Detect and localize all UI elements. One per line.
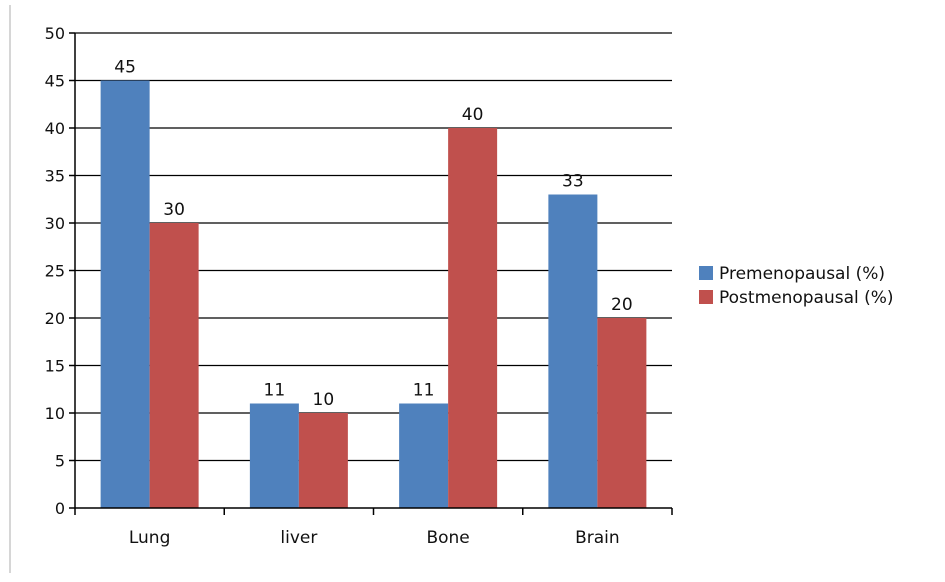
x-category-label: liver — [280, 528, 317, 548]
labels: 0 5 10 15 20 25 30 35 40 45 50 45 30 Lung 11 10 liver 11 4… — [45, 24, 633, 548]
bar-liver-series-1 — [249, 403, 299, 508]
x-category-label: Lung — [129, 528, 171, 548]
bar-bone-series-2 — [448, 128, 498, 508]
y-tick-label: 10 — [45, 404, 65, 423]
y-tick-label: 20 — [45, 309, 65, 328]
data-label: 33 — [562, 172, 584, 192]
y-tick-label: 15 — [45, 357, 65, 376]
bar-bone-series-1 — [399, 403, 449, 508]
y-tick-label: 0 — [55, 499, 65, 518]
y-tick-label: 45 — [45, 72, 65, 91]
data-label: 11 — [413, 381, 435, 401]
legend-swatch-1 — [699, 266, 713, 280]
y-tick-label: 40 — [45, 119, 65, 138]
y-tick-label: 5 — [55, 452, 65, 471]
axes — [69, 32, 673, 515]
y-tick-label: 25 — [45, 262, 65, 281]
x-category-label: Bone — [426, 528, 469, 548]
x-category-label: Brain — [575, 528, 620, 548]
data-label: 11 — [264, 381, 286, 401]
bars — [100, 80, 647, 508]
bar-liver-series-2 — [298, 413, 348, 508]
bar-lung-series-1 — [100, 80, 150, 508]
data-label: 30 — [163, 200, 185, 220]
bar-lung-series-2 — [149, 223, 199, 508]
y-tick-label: 35 — [45, 167, 65, 186]
y-tick-label: 50 — [45, 24, 65, 43]
legend: Premenopausal (%) Postmenopausal (%) — [699, 264, 894, 308]
legend-swatch-2 — [699, 290, 713, 304]
legend-label-1: Premenopausal (%) — [719, 264, 885, 284]
data-label: 40 — [462, 105, 484, 125]
data-label: 20 — [611, 295, 633, 315]
bar-brain-series-2 — [597, 318, 647, 508]
legend-label-2: Postmenopausal (%) — [719, 288, 894, 308]
y-tick-label: 30 — [45, 214, 65, 233]
bar-brain-series-1 — [548, 194, 598, 508]
data-label: 10 — [313, 390, 335, 410]
data-label: 45 — [114, 58, 136, 78]
